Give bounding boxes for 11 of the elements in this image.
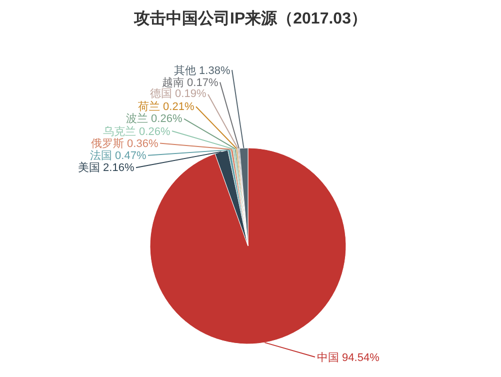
- slice-label: 越南 0.17%: [162, 76, 218, 89]
- slice-label: 美国 2.16%: [78, 161, 134, 174]
- slice-label: 波兰 0.26%: [126, 112, 182, 125]
- chart-title: 攻击中国公司IP来源（2017.03）: [133, 10, 367, 28]
- slice-label: 乌克兰 0.26%: [103, 125, 170, 138]
- slice-label: 俄罗斯 0.36%: [91, 137, 158, 150]
- slice-label: 荷兰 0.21%: [138, 100, 194, 113]
- slice-label: 德国 0.19%: [150, 88, 206, 100]
- slice-label: 中国 94.54%: [317, 351, 380, 364]
- slice-label: 法国 0.47%: [90, 149, 146, 162]
- slice-label: 其他 1.38%: [174, 64, 230, 77]
